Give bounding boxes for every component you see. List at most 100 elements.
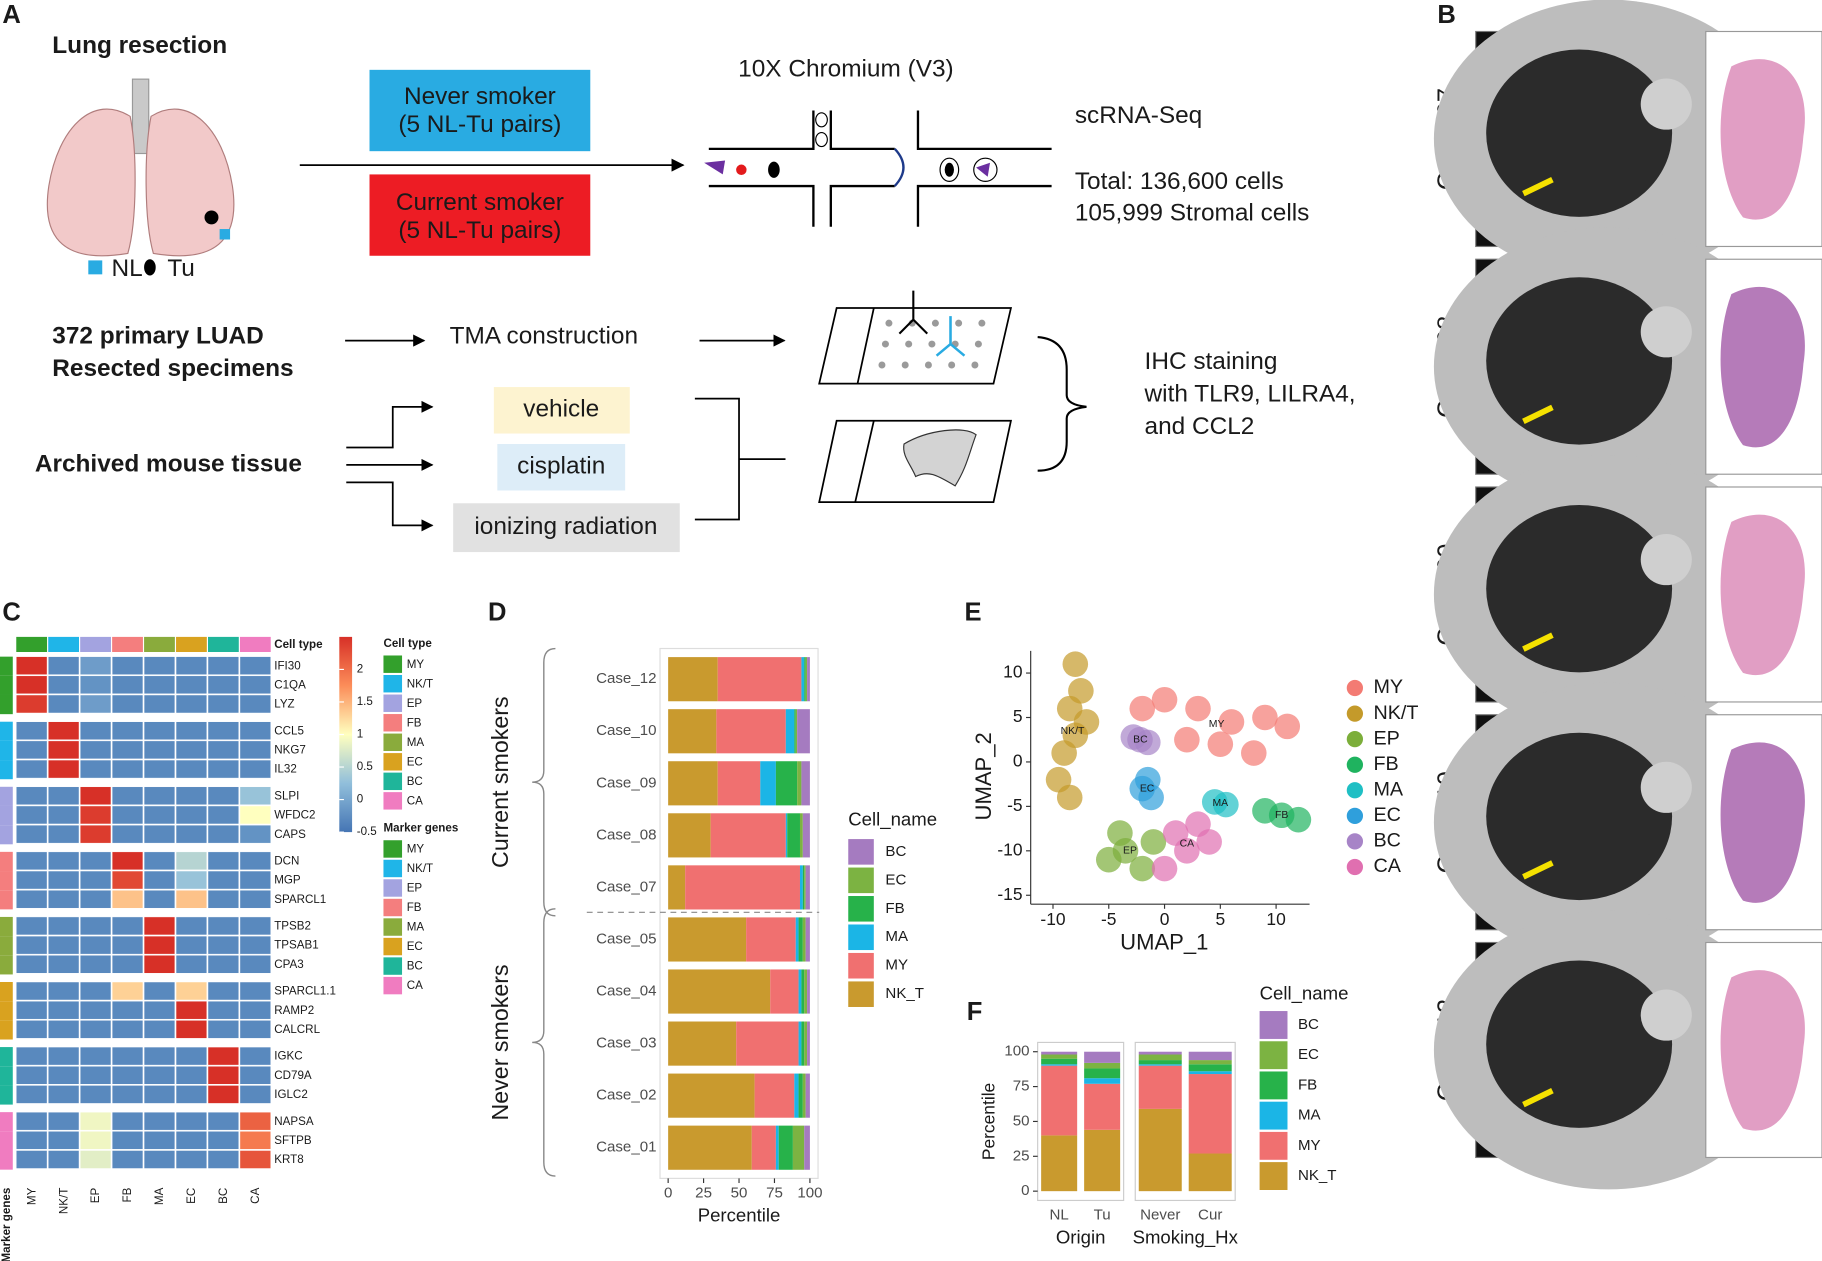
heatmap-cell <box>47 824 80 844</box>
heatmap-cell <box>175 1150 208 1169</box>
bar-segment <box>668 969 771 1014</box>
box-label: Current smoker <box>396 189 564 216</box>
heatmap-cell <box>175 1020 208 1039</box>
row-label: CAPS <box>274 828 306 841</box>
y-tick-label: Case_07 <box>596 878 656 895</box>
legend-label: MY <box>1373 676 1403 698</box>
heatmap-cell <box>143 694 176 714</box>
bar-segment <box>668 865 686 910</box>
legend-marker <box>1346 807 1364 824</box>
box-label: (5 NL-Tu pairs) <box>398 217 561 244</box>
heatmap-cell <box>16 805 48 825</box>
heatmap-cell <box>143 721 176 740</box>
heatmap-cell <box>111 786 144 806</box>
legend-label: CA <box>407 794 423 807</box>
y-tick-label: 50 <box>1013 1112 1030 1129</box>
bar-segment <box>805 917 810 962</box>
point <box>1241 740 1267 766</box>
heatmap-cell <box>16 824 48 844</box>
row-annotation <box>0 721 13 741</box>
y-axis-title: UMAP_2 <box>971 732 996 820</box>
legend-label: NK_T <box>885 985 924 1002</box>
x-axis-title: UMAP_1 <box>1120 929 1208 954</box>
bar-segment <box>798 1021 802 1066</box>
panel-a-art <box>46 69 1087 553</box>
x-tick-label: 25 <box>695 1184 712 1201</box>
core-mark <box>935 316 966 357</box>
legend-label: NK/T <box>407 862 433 875</box>
legend-swatch <box>383 753 403 771</box>
platform: 10X Chromium (V3) <box>738 55 954 82</box>
heatmap-cell <box>175 955 208 974</box>
heatmap-cell <box>111 851 144 871</box>
heatmap-cell <box>47 1085 80 1104</box>
heatmap-cell <box>143 786 176 806</box>
trachea <box>131 78 150 155</box>
column-label: NK/T <box>57 1188 70 1214</box>
legend-swatch <box>383 792 403 810</box>
bar-segment <box>799 813 803 858</box>
colorbar-label: 0 <box>357 793 363 806</box>
slide <box>818 307 1013 385</box>
heatmap-cell <box>143 1020 176 1039</box>
x-tick-label: -5 <box>1101 909 1116 929</box>
heatmap-cell <box>79 1150 112 1169</box>
bar-segment <box>802 1073 806 1118</box>
heatmap-cell <box>111 916 144 936</box>
legend-label: NK/T <box>407 677 433 690</box>
bar-segment <box>805 1073 810 1118</box>
row-label: IFI30 <box>274 659 300 672</box>
bar-segment <box>798 917 803 962</box>
heatmap-cell <box>111 694 144 714</box>
legend-label: MA <box>407 736 425 749</box>
heatmap-cell <box>47 786 80 806</box>
treatment-box <box>493 387 630 434</box>
heatmap-cell <box>207 1000 240 1020</box>
heatmap-cell <box>207 694 240 714</box>
legend-label: EC <box>1373 804 1400 826</box>
heatmap-cell <box>79 759 112 779</box>
arrow <box>346 481 434 532</box>
heatmap-cell <box>143 824 176 844</box>
row-label: KRT8 <box>274 1153 303 1166</box>
cluster-label: MA <box>1212 798 1228 809</box>
y-tick-label: Case_05 <box>596 930 656 947</box>
column-label: MA <box>153 1187 166 1205</box>
x-tick-label: 0 <box>1160 909 1170 929</box>
group-label: Current smokers <box>487 696 513 868</box>
legend-title: Cell_name <box>1260 983 1349 1005</box>
row-label: CCL5 <box>274 724 304 737</box>
cluster-label: BC <box>1133 734 1148 745</box>
point <box>1174 726 1200 753</box>
bar-segment <box>794 709 796 754</box>
panel-letter: F <box>967 998 983 1026</box>
bar-segment <box>807 969 810 1014</box>
point <box>1056 784 1083 811</box>
heatmap-cell <box>79 889 112 909</box>
row-label: MGP <box>274 874 301 887</box>
bar-segment <box>1084 1129 1121 1192</box>
point <box>1135 729 1161 756</box>
heatmap-cell <box>47 870 80 890</box>
bar-segment <box>799 865 803 910</box>
heatmap-cell <box>239 721 271 740</box>
heatmap-cell <box>79 694 112 714</box>
y-tick-label: 0 <box>1013 751 1023 771</box>
bar-segment <box>785 709 795 754</box>
heatmap-cell <box>143 805 176 825</box>
counts: 105,999 Stromal cells <box>1075 199 1310 226</box>
heatmap-cell <box>175 721 208 740</box>
legend-label: BC <box>1298 1016 1319 1033</box>
row-annotation <box>0 760 13 780</box>
heatmap-cell <box>16 955 48 974</box>
legend-label: FB <box>1298 1076 1317 1093</box>
heatmap-cell <box>16 1131 48 1150</box>
x-tick-label: NL <box>1050 1207 1069 1224</box>
heatmap-cell <box>175 786 208 806</box>
heatmap-cell <box>16 889 48 909</box>
y-tick-label: -15 <box>997 884 1022 904</box>
slide-edge <box>856 307 875 384</box>
column-label: EC <box>185 1188 198 1204</box>
heatmap-cell <box>207 759 240 779</box>
heatmap-cell <box>16 916 48 936</box>
